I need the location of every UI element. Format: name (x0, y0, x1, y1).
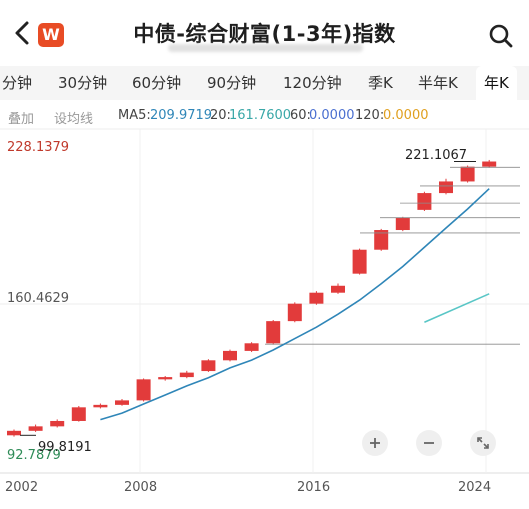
tab-year-k[interactable]: 年K (476, 66, 517, 100)
candle-body[interactable] (244, 343, 259, 351)
tab-120min[interactable]: 120分钟 (283, 74, 342, 92)
min-value-annotation: 99.8191 (38, 440, 92, 455)
y-axis-bottom-label: 92.7879 (7, 448, 61, 463)
candle-body[interactable] (287, 303, 302, 322)
overlay-button[interactable]: 叠加 (8, 112, 35, 127)
candle-body[interactable] (71, 407, 86, 421)
candle-body[interactable] (158, 377, 173, 380)
ma120-value: 0.0000 (383, 108, 429, 123)
candle-body[interactable] (115, 400, 129, 405)
x-axis-label-2002: 2002 (5, 480, 39, 495)
candle-body[interactable] (50, 420, 65, 427)
ma60-label: 60: (290, 108, 311, 123)
tab-30min[interactable]: 30分钟 (58, 74, 108, 92)
ma20-line (424, 293, 490, 323)
tab-90min[interactable]: 90分钟 (207, 74, 257, 92)
candle-body[interactable] (28, 426, 43, 431)
candle-body[interactable] (374, 230, 389, 250)
blurred-subtitle (168, 44, 363, 52)
chevron-left-icon[interactable] (12, 20, 34, 46)
ma5-label: MA5: (118, 108, 151, 123)
zoom-in-button[interactable] (362, 430, 388, 456)
y-axis-top-label: 228.1379 (7, 140, 70, 155)
app-logo[interactable]: W (38, 23, 64, 47)
header-bar: W 中债-综合财富(1-3年)指数 (0, 0, 529, 66)
candle-body[interactable] (179, 372, 194, 378)
fullscreen-button[interactable] (470, 430, 496, 456)
candle-body[interactable] (93, 404, 108, 408)
tab-minute[interactable]: 分钟 (2, 74, 33, 92)
ma5-value: 209.9719 (150, 108, 213, 123)
ma5-line (100, 188, 490, 421)
candle-body[interactable] (7, 430, 21, 436)
indicator-toolbar: 叠加 设均线 MA5: 209.9719 20: 161.7600 60: 0.… (0, 108, 529, 128)
candle-body[interactable] (460, 166, 475, 182)
candle-body[interactable] (395, 217, 410, 231)
candle-body[interactable] (439, 181, 453, 194)
page-title: 中债-综合财富(1-3年)指数 (133, 22, 396, 46)
kline-chart[interactable] (0, 128, 529, 509)
candle-body[interactable] (417, 193, 432, 210)
candle-body[interactable] (136, 379, 151, 401)
candle-body[interactable] (201, 360, 216, 372)
candle-body[interactable] (352, 249, 367, 274)
tab-60min[interactable]: 60分钟 (132, 74, 182, 92)
tab-halfyear-k[interactable]: 半年K (418, 74, 458, 92)
plus-icon (370, 438, 380, 448)
candle-body[interactable] (331, 285, 345, 293)
x-axis-label-2016: 2016 (297, 480, 331, 495)
ma20-label: 20: (210, 108, 231, 123)
y-axis-mid-label: 160.4629 (7, 291, 70, 306)
set-ma-button[interactable]: 设均线 (54, 112, 94, 127)
search-icon[interactable] (488, 23, 514, 49)
ma120-label: 120: (355, 108, 385, 123)
ma60-value: 0.0000 (309, 108, 355, 123)
period-tabs: 分钟 30分钟 60分钟 90分钟 120分钟 季K 半年K 年K (0, 66, 529, 100)
tab-quarter-k[interactable]: 季K (368, 74, 393, 92)
candle-body[interactable] (309, 292, 324, 304)
candle-body[interactable] (482, 161, 497, 167)
candle-body[interactable] (266, 321, 281, 344)
x-axis-label-2024: 2024 (458, 480, 492, 495)
x-axis-label-2008: 2008 (124, 480, 158, 495)
expand-icon (477, 437, 489, 449)
candle-body[interactable] (223, 350, 237, 361)
max-value-annotation: 221.1067 (405, 148, 468, 163)
ma20-value: 161.7600 (229, 108, 292, 123)
minus-icon (424, 442, 434, 444)
zoom-out-button[interactable] (416, 430, 442, 456)
